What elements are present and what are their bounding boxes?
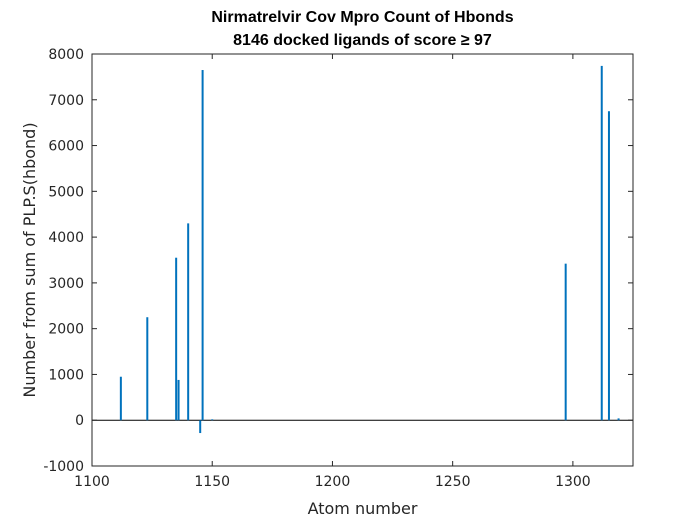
bar-1135: [175, 257, 178, 421]
x-axis-label: Atom number: [308, 499, 418, 518]
y-tick-label-5000: 5000: [48, 184, 84, 200]
x-tick-label-1250: 1250: [435, 474, 471, 490]
y-tick-label-6000: 6000: [48, 139, 84, 155]
y-tick-label--1000: -1000: [43, 459, 84, 475]
y-tick-label-4000: 4000: [48, 230, 84, 246]
plot-background: [92, 54, 633, 466]
y-tick-label-3000: 3000: [48, 276, 84, 292]
bar-1146: [201, 70, 204, 421]
bar-1297: [564, 263, 567, 421]
y-axis-label: Number from sum of PLP.S(hbond): [20, 122, 39, 397]
bar-1312: [600, 65, 603, 421]
y-tick-label-2000: 2000: [48, 322, 84, 338]
y-tick-label-7000: 7000: [48, 93, 84, 109]
bar-1150: [211, 419, 214, 421]
y-tick-label-0: 0: [75, 413, 84, 429]
y-tick-label-8000: 8000: [48, 47, 84, 63]
bar-1315: [607, 111, 610, 421]
bar-1136: [177, 379, 180, 421]
bar-1145: [199, 420, 202, 434]
x-tick-label-1300: 1300: [555, 474, 591, 490]
x-tick-label-1150: 1150: [194, 474, 230, 490]
x-tick-label-1200: 1200: [315, 474, 351, 490]
chart-title-line-1: Nirmatrelvir Cov Mpro Count of Hbonds: [211, 9, 513, 26]
x-tick-label-1100: 1100: [74, 474, 110, 490]
bar-1112: [119, 376, 122, 421]
chart-title-line-2: 8146 docked ligands of score ≥ 97: [233, 32, 492, 49]
bar-1319: [617, 418, 620, 421]
bar-1123: [146, 317, 149, 421]
plot-axes-box: [91, 53, 634, 467]
y-tick-label-1000: 1000: [48, 367, 84, 383]
bar-1140: [187, 223, 190, 421]
